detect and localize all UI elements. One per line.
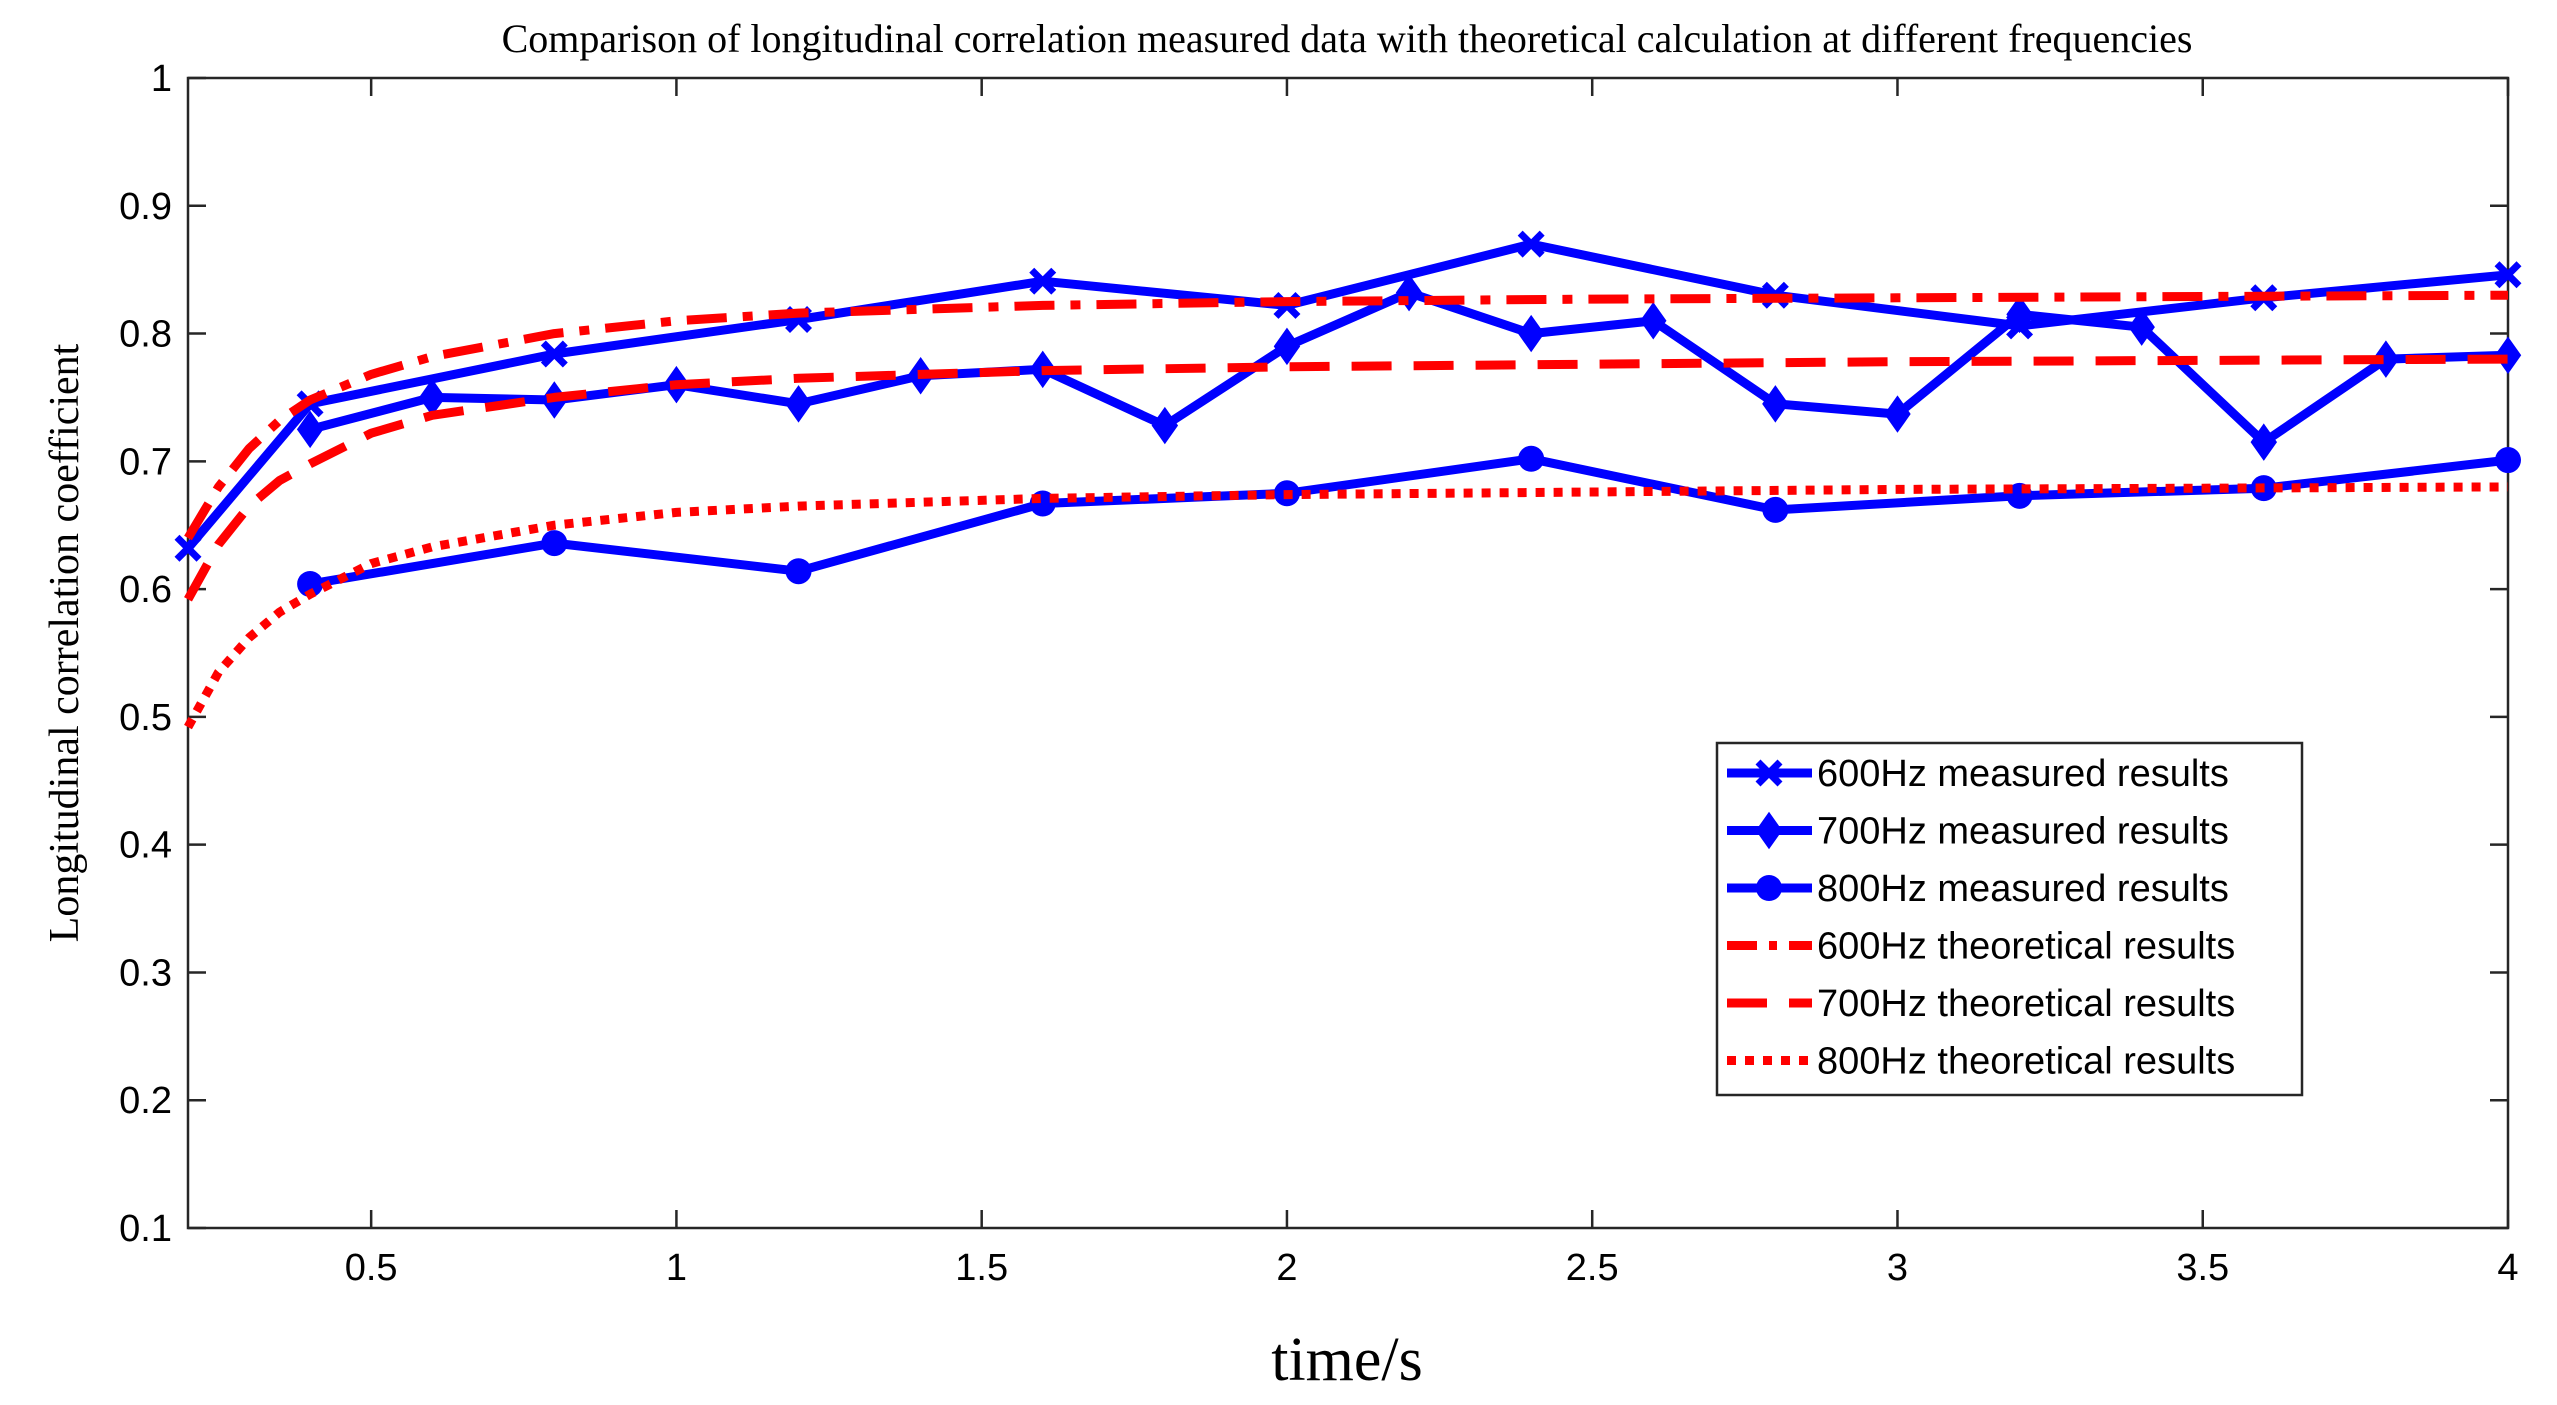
series-2-point: [2128, 308, 2155, 346]
series-1-point: [1029, 267, 1057, 295]
y-axis-label: Longitudinal correlation coefficient: [42, 343, 88, 942]
y-tick-label: 0.6: [119, 569, 172, 611]
series-3-point: [297, 571, 324, 597]
series-2-point: [2250, 423, 2278, 461]
series-2-point: [1517, 314, 1545, 353]
series-2-point: [1273, 327, 1301, 366]
plot-area: 0.5 1 1.5 2 2.5 3 3.5 4 0.1 0.2 0.3 0.4 0.5 0.6 0.7 0.8…: [119, 58, 2522, 1289]
series-1-point: [1517, 230, 1545, 258]
x-tick-label: 1: [666, 1247, 687, 1289]
series-line-5: [184, 354, 2509, 602]
series-line-6: [184, 482, 2509, 730]
x-tick-label: 0.5: [345, 1247, 398, 1289]
x-tick-label: 1.5: [955, 1247, 1008, 1289]
series-2-point: [2494, 336, 2522, 375]
x-tick-label: 2.5: [1566, 1247, 1619, 1289]
legend-label-3: 800Hz measured results: [1817, 868, 2229, 910]
y-tick-label: 0.1: [119, 1208, 172, 1250]
series-2-point: [1762, 385, 1789, 423]
series-3-point: [1762, 496, 1789, 523]
x-tick-label: 2: [1276, 1247, 1297, 1289]
legend-label-4: 600Hz theoretical results: [1817, 926, 2235, 968]
x-tick-label: 3.5: [2176, 1247, 2229, 1289]
series-line-3: [309, 454, 2509, 589]
series-2-point: [2372, 340, 2400, 378]
y-tick-label: 0.7: [119, 441, 172, 483]
y-tick-label: 0.5: [119, 697, 172, 739]
y-tick-label: 0.3: [119, 952, 172, 994]
y-tick-label: 0.2: [119, 1080, 172, 1122]
series-1-point: [540, 340, 568, 368]
y-tick-label: 0.8: [119, 314, 172, 356]
series-2-point: [1884, 395, 1911, 433]
legend-box: [1715, 741, 2304, 1097]
x-tick-label: 4: [2497, 1247, 2518, 1289]
series-2-point: [1151, 406, 1179, 445]
legend: 600Hz measured results 700Hz measured res…: [1715, 741, 2304, 1097]
legend-marker-2: [1755, 811, 1783, 850]
x-axis-label: time/s: [1271, 1326, 1423, 1394]
legend-marker-1: [1755, 759, 1783, 787]
series-1-point: [2494, 261, 2522, 289]
series-2-point: [2006, 295, 2033, 334]
plot-frame: [186, 76, 2510, 1230]
series-3-point: [1518, 445, 1545, 472]
y-tick-label: 0.4: [119, 825, 172, 867]
legend-marker-3: [1756, 875, 1782, 901]
series-3-point: [785, 558, 812, 585]
legend-label-2: 700Hz measured results: [1817, 811, 2229, 853]
x-tick-label: 3: [1887, 1247, 1908, 1289]
series-line-2: [308, 288, 2509, 447]
y-tick-label: 1: [151, 58, 172, 100]
series-3-point: [2495, 447, 2521, 474]
series-3-point: [541, 530, 568, 557]
legend-label-5: 700Hz theoretical results: [1817, 983, 2235, 1025]
series-2-point: [418, 378, 446, 417]
y-tick-label: 0.9: [119, 186, 172, 228]
legend-label-6: 800Hz theoretical results: [1817, 1041, 2235, 1083]
chart-title: Comparison of longitudinal correlation m…: [502, 16, 2193, 61]
series-2-point: [296, 410, 324, 449]
legend-label-1: 600Hz measured results: [1817, 753, 2229, 795]
series-2-point: [785, 385, 812, 423]
series-1-point: [174, 534, 202, 562]
series-2-point: [1640, 302, 1667, 340]
series-line-4: [184, 290, 2509, 541]
